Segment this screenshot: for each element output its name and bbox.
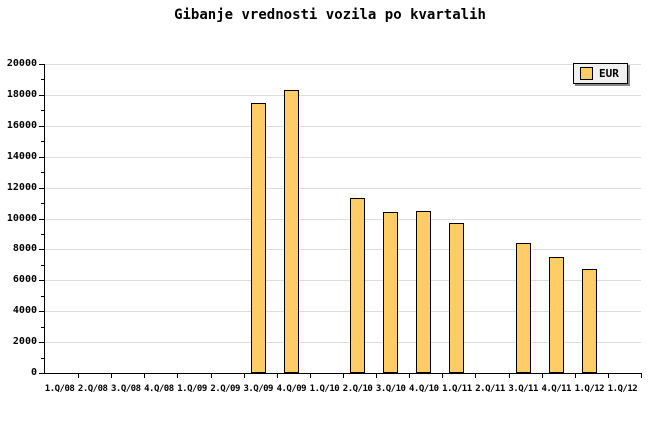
x-tick-label: 1.Q/10 [309, 384, 340, 394]
y-tick-major [39, 373, 45, 374]
y-tick-major [39, 64, 45, 65]
x-tick-label: 3.Q/08 [111, 384, 141, 394]
bar [350, 198, 366, 373]
y-tick-major [39, 218, 45, 220]
chart-title: Gibanje vrednosti vozila po kvartalih [174, 7, 486, 23]
x-tick-label: 4.Q/11 [541, 384, 571, 394]
y-tick-minor [41, 141, 45, 143]
x-tick [177, 374, 179, 378]
y-tick-label: 18000 [6, 88, 37, 100]
x-tick [210, 374, 212, 378]
y-tick-minor [41, 357, 45, 359]
x-tick-label: 4.Q/08 [144, 384, 174, 394]
y-tick-label: 16000 [6, 119, 37, 131]
y-gridline [45, 311, 641, 313]
y-tick-minor [41, 110, 45, 112]
x-tick [144, 374, 146, 378]
bar [581, 269, 597, 373]
x-tick [607, 374, 609, 378]
y-gridline [45, 187, 641, 189]
bar [449, 223, 465, 373]
y-tick-label: 2000 [12, 336, 37, 348]
y-tick-label: 4000 [12, 305, 37, 317]
y-gridline [45, 64, 641, 65]
y-tick-label: 10000 [6, 212, 37, 224]
x-tick-label: 2.Q/10 [342, 384, 373, 394]
x-tick-label: 1.Q/11 [442, 384, 472, 394]
x-tick [475, 374, 477, 378]
legend-label: EUR [599, 67, 619, 80]
y-tick-major [39, 156, 45, 158]
x-tick-label: 2.Q/09 [210, 384, 240, 394]
x-tick [541, 374, 543, 378]
x-tick [508, 374, 510, 378]
y-gridline [45, 218, 641, 220]
bar [548, 257, 564, 373]
legend: EUR [573, 63, 628, 84]
bar [416, 210, 432, 373]
y-tick-major [39, 342, 45, 344]
y-gridline [45, 249, 641, 251]
y-tick-minor [41, 79, 45, 81]
x-tick-label: 1.Q/09 [177, 384, 207, 394]
x-tick-label: 4.Q/09 [276, 384, 307, 394]
x-tick [243, 374, 245, 378]
y-tick-major [39, 311, 45, 313]
y-tick-label: 20000 [6, 58, 37, 69]
y-tick-major [39, 249, 45, 251]
x-tick [309, 374, 311, 378]
bar [383, 212, 399, 373]
y-tick-minor [41, 326, 45, 328]
y-gridline [45, 156, 641, 158]
x-tick-label: 3.Q/09 [243, 384, 273, 394]
y-tick-major [39, 125, 45, 127]
x-tick [276, 374, 278, 378]
bar [515, 243, 531, 373]
y-gridline [45, 94, 641, 96]
y-gridline [45, 280, 641, 282]
bar [250, 102, 266, 373]
legend-swatch [580, 67, 593, 80]
x-tick [442, 374, 444, 378]
y-tick-minor [41, 264, 45, 266]
y-gridline [45, 125, 641, 127]
x-tick-label: 4.Q/10 [409, 384, 439, 394]
y-tick-minor [41, 203, 45, 205]
x-tick-label: 3.Q/10 [375, 384, 406, 394]
x-tick-label: 1.Q/12 [574, 384, 605, 394]
y-tick-minor [41, 172, 45, 174]
x-tick-label: 2.Q/11 [475, 384, 505, 394]
y-tick-label: 12000 [6, 181, 37, 193]
y-tick-label: 6000 [12, 274, 37, 286]
x-tick-label: 1.Q/12 [607, 384, 638, 394]
y-tick-minor [41, 295, 45, 297]
bar [283, 90, 299, 373]
y-tick-major [39, 94, 45, 96]
x-tick [641, 374, 642, 378]
x-tick [376, 374, 378, 378]
x-tick [574, 374, 576, 378]
x-tick [343, 374, 344, 378]
x-tick [111, 374, 113, 378]
y-tick-label: 8000 [12, 243, 37, 255]
x-tick [409, 374, 411, 378]
x-tick-label: 3.Q/11 [508, 384, 538, 394]
x-tick [78, 374, 80, 378]
y-gridline [45, 342, 641, 344]
y-tick-label: 0 [30, 367, 37, 378]
x-tick-label: 2.Q/08 [77, 384, 108, 394]
y-tick-label: 14000 [6, 150, 37, 162]
y-tick-minor [41, 233, 45, 235]
x-axis-line [44, 373, 642, 374]
x-tick-label: 1.Q/08 [44, 384, 75, 394]
y-tick-major [39, 280, 45, 282]
y-tick-major [39, 187, 45, 189]
